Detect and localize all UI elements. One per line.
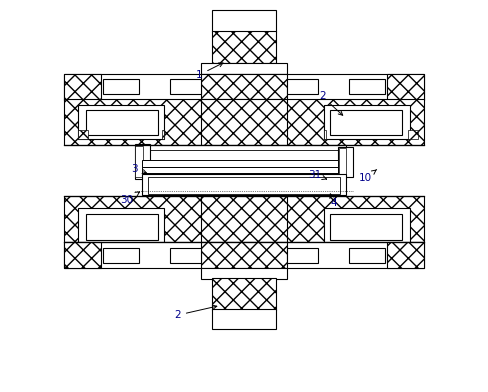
Text: 10: 10 bbox=[359, 170, 377, 183]
Bar bbox=[212, 11, 276, 32]
Bar bbox=[287, 79, 318, 94]
Bar bbox=[338, 147, 353, 177]
Bar bbox=[64, 74, 102, 100]
Bar bbox=[103, 79, 139, 94]
Bar bbox=[201, 63, 287, 74]
Bar bbox=[349, 79, 385, 94]
Bar bbox=[135, 146, 143, 177]
Bar bbox=[170, 248, 201, 263]
Bar bbox=[201, 242, 287, 268]
Bar bbox=[148, 150, 340, 169]
Bar bbox=[142, 174, 346, 195]
Bar bbox=[287, 248, 318, 263]
Text: 1: 1 bbox=[196, 63, 223, 80]
Bar bbox=[78, 105, 164, 140]
Bar bbox=[386, 74, 424, 100]
Bar bbox=[142, 160, 338, 167]
Bar bbox=[408, 130, 418, 140]
Text: 31: 31 bbox=[308, 169, 326, 180]
Bar bbox=[324, 105, 410, 140]
Bar bbox=[78, 208, 164, 242]
Bar bbox=[324, 208, 410, 242]
Bar bbox=[212, 31, 276, 63]
Bar bbox=[386, 242, 424, 268]
Bar bbox=[103, 248, 139, 263]
Bar bbox=[142, 167, 338, 173]
Bar bbox=[330, 214, 402, 240]
Bar bbox=[339, 148, 346, 176]
Text: 3: 3 bbox=[131, 163, 146, 174]
Text: 4: 4 bbox=[330, 194, 337, 208]
Bar bbox=[64, 99, 424, 145]
Text: 2: 2 bbox=[174, 305, 217, 320]
Bar bbox=[86, 110, 158, 136]
Bar bbox=[64, 242, 424, 268]
Bar bbox=[86, 214, 158, 240]
Bar bbox=[170, 79, 201, 94]
Bar bbox=[64, 74, 424, 100]
Bar bbox=[64, 242, 102, 268]
Bar bbox=[162, 130, 164, 140]
Bar bbox=[201, 196, 287, 242]
Bar bbox=[201, 74, 287, 100]
Bar bbox=[212, 278, 276, 310]
Bar bbox=[324, 130, 326, 140]
Bar bbox=[142, 145, 346, 174]
Bar bbox=[64, 196, 424, 242]
Text: 2: 2 bbox=[319, 91, 343, 115]
Bar bbox=[78, 130, 88, 140]
Bar bbox=[201, 99, 287, 145]
Text: 30: 30 bbox=[120, 192, 140, 205]
Bar bbox=[349, 248, 385, 263]
Bar bbox=[148, 177, 340, 194]
Bar bbox=[212, 309, 276, 329]
Bar bbox=[201, 268, 287, 279]
Bar bbox=[135, 144, 150, 179]
Bar bbox=[330, 110, 402, 136]
